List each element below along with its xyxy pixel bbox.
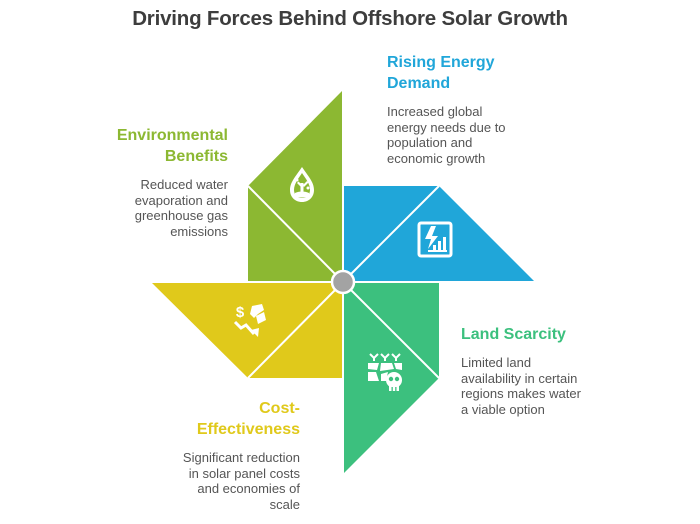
- cost-decrease-icon: $: [233, 304, 266, 337]
- driver-land-scarcity: Land Scarcity Limited land availability …: [461, 324, 641, 417]
- driver-description: Significant reduction in solar panel cos…: [182, 450, 300, 512]
- barren-land-skull-icon: [368, 353, 402, 391]
- water-drop-plant-icon: [290, 167, 314, 202]
- svg-text:$: $: [236, 304, 245, 321]
- driver-description: Reduced water evaporation and greenhouse…: [134, 177, 228, 239]
- page-title: Driving Forces Behind Offshore Solar Gro…: [132, 7, 568, 30]
- driver-title: Cost- Effectiveness: [196, 400, 300, 438]
- driver-description: Increased global energy needs due to pop…: [387, 104, 506, 166]
- blade-rising-energy-demand: [342, 185, 535, 283]
- driver-rising-energy-demand: Rising Energy Demand Increased global en…: [387, 52, 567, 166]
- driver-cost-effectiveness: Cost- Effectiveness Significant reductio…: [140, 398, 300, 512]
- driver-title: Land Scarcity: [461, 326, 566, 343]
- driver-title: Rising Energy Demand: [387, 54, 495, 92]
- blade-environmental-benefits: [247, 90, 344, 283]
- driver-environmental-benefits: Environmental Benefits Reduced water eva…: [80, 125, 228, 239]
- blade-cost-effectiveness: [151, 281, 344, 379]
- pinwheel-hub: [330, 269, 356, 295]
- driver-title: Environmental Benefits: [116, 127, 228, 165]
- driver-description: Limited land availability in certain reg…: [461, 355, 581, 417]
- energy-chart-icon: [417, 221, 453, 258]
